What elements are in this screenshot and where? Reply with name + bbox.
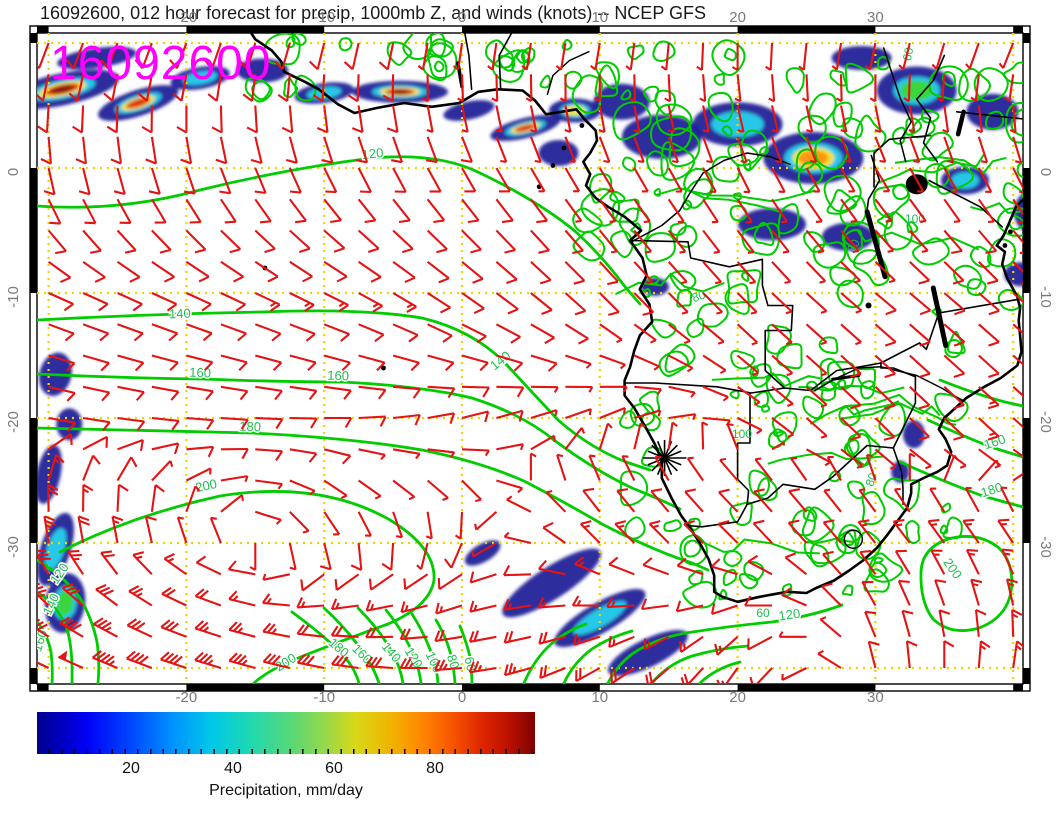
svg-text:-10: -10 — [1037, 286, 1054, 308]
svg-text:160: 160 — [327, 368, 349, 384]
svg-text:-10: -10 — [313, 9, 335, 26]
svg-text:200: 200 — [272, 650, 298, 674]
precipitation-layer — [37, 46, 1023, 677]
svg-text:30: 30 — [867, 9, 884, 26]
svg-text:10: 10 — [591, 689, 608, 706]
colorbar: 20 40 60 80 Precipitation, mm/day — [37, 712, 535, 802]
svg-text:180: 180 — [979, 479, 1004, 500]
svg-text:100: 100 — [732, 427, 752, 441]
colorbar-tick: 80 — [426, 760, 444, 777]
svg-text:140: 140 — [379, 639, 404, 665]
svg-text:-20: -20 — [1037, 411, 1054, 433]
svg-text:10: 10 — [591, 9, 608, 26]
map-frame — [29, 25, 1031, 692]
svg-text:200: 200 — [194, 476, 218, 495]
axis-tick-labels: -20 -20 -10 -10 0 0 10 10 20 20 30 30 0 0 -10 -10 -20 -20… — [5, 9, 1054, 706]
svg-text:-20: -20 — [176, 689, 198, 706]
svg-text:180: 180 — [239, 419, 261, 435]
svg-text:-20: -20 — [176, 9, 198, 26]
svg-text:80: 80 — [862, 471, 880, 489]
colorbar-tick-labels: 20 40 60 80 — [37, 760, 535, 780]
svg-text:0: 0 — [458, 689, 466, 706]
colorbar-tick: 20 — [122, 760, 140, 777]
svg-text:20: 20 — [729, 9, 746, 26]
svg-text:100: 100 — [423, 649, 446, 675]
colorbar-tick: 60 — [325, 760, 343, 777]
plot-title: 16092600, 012 hour forecast for precip, … — [40, 3, 706, 23]
svg-text:-30: -30 — [5, 536, 22, 558]
svg-text:-30: -30 — [1037, 536, 1054, 558]
colorbar-axis-label: Precipitation, mm/day — [209, 782, 363, 799]
svg-text:100: 100 — [905, 212, 925, 226]
svg-text:0: 0 — [458, 9, 466, 26]
svg-text:-10: -10 — [313, 689, 335, 706]
svg-text:30: 30 — [867, 689, 884, 706]
wind-barbs-layer — [37, 42, 1023, 684]
colorbar-tick: 40 — [224, 760, 242, 777]
svg-text:120: 120 — [778, 606, 802, 624]
run-timestamp-label: 16092600 — [50, 37, 272, 90]
svg-text:140: 140 — [169, 306, 191, 322]
svg-text:-20: -20 — [5, 411, 22, 433]
svg-text:-10: -10 — [5, 286, 22, 308]
colorbar-minor-ticks — [37, 749, 535, 754]
svg-text:20: 20 — [729, 689, 746, 706]
svg-text:60: 60 — [756, 606, 770, 620]
coastline-borders-layer — [249, 33, 1023, 604]
colorbar-gradient — [37, 712, 535, 754]
svg-text:80: 80 — [444, 652, 463, 670]
svg-text:0: 0 — [1037, 168, 1054, 176]
svg-text:200: 200 — [940, 555, 965, 581]
svg-text:80: 80 — [690, 287, 708, 305]
svg-text:0: 0 — [5, 168, 22, 176]
